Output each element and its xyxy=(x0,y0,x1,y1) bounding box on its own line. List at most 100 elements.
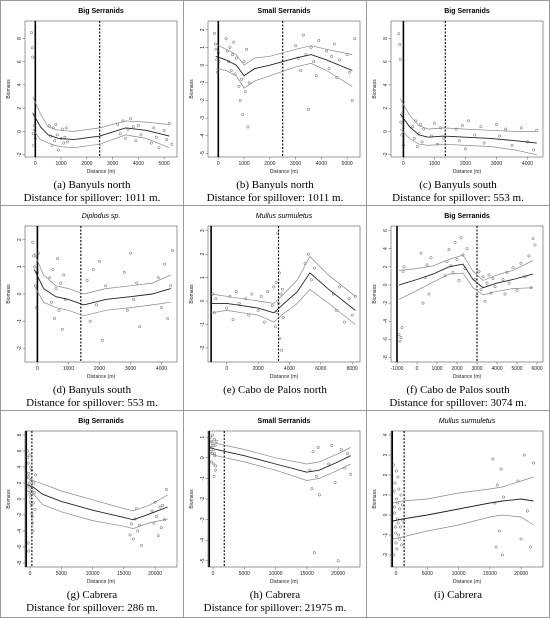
data-point xyxy=(425,263,429,267)
caption-label: (b) Banyuls north xyxy=(236,179,314,191)
data-point xyxy=(525,509,529,513)
y-tick-label: 6 xyxy=(383,229,389,232)
upper-ci-line xyxy=(215,43,353,66)
data-point xyxy=(48,124,51,128)
chart-title: Mullus surmuletus xyxy=(256,213,313,220)
data-point xyxy=(398,537,401,541)
x-tick-label: 3000 xyxy=(491,161,502,167)
data-point xyxy=(35,306,38,310)
data-point xyxy=(85,278,89,282)
data-point xyxy=(399,120,403,124)
data-point xyxy=(397,32,401,36)
plot-frame xyxy=(207,225,361,363)
y-tick-label: -8 xyxy=(17,561,23,566)
caption-label: (c) Banyuls south xyxy=(419,179,497,191)
data-point xyxy=(498,134,501,138)
data-point xyxy=(234,56,238,60)
data-point xyxy=(231,318,235,322)
x-tick-label: 20000 xyxy=(331,571,345,577)
y-tick-label: 0 xyxy=(17,292,23,295)
caption: (c) Banyuls south Distance for spillover… xyxy=(367,179,549,205)
data-point xyxy=(26,455,30,459)
data-point xyxy=(272,285,276,289)
data-point xyxy=(457,139,461,143)
data-point xyxy=(31,132,35,136)
grid-border xyxy=(0,0,550,1)
lower-ci-line xyxy=(211,288,356,325)
data-point xyxy=(396,475,400,479)
data-point xyxy=(317,493,321,497)
data-point xyxy=(91,268,95,271)
y-tick-label: 6 xyxy=(383,60,389,63)
data-point xyxy=(422,127,425,131)
data-point xyxy=(59,281,63,285)
data-point xyxy=(522,453,526,457)
data-point xyxy=(276,231,280,235)
x-tick-label: 5000 xyxy=(342,161,353,167)
caption: (f) Cabo de Palos south Distance for spi… xyxy=(367,384,549,410)
data-point xyxy=(312,60,316,64)
y-axis-label: Biomass xyxy=(6,284,12,304)
y-tick-label: 0 xyxy=(383,283,389,286)
data-point xyxy=(124,136,127,140)
data-point xyxy=(460,124,464,128)
caption-label: (f) Cabo de Palos south xyxy=(406,384,510,396)
y-tick-label: -2 xyxy=(17,346,23,351)
data-point xyxy=(169,284,173,288)
caption: (e) Cabo de Palos north xyxy=(184,384,366,397)
chart-f: Big Serranids -1000 0 1000 2000 3000 4000 5000 6… xyxy=(372,213,544,380)
grid-divider xyxy=(366,0,367,618)
y-tick-label: -2 xyxy=(383,152,389,157)
data-point xyxy=(209,435,212,439)
data-point xyxy=(309,46,313,49)
data-point xyxy=(256,308,260,312)
data-point xyxy=(330,54,334,58)
fit-line xyxy=(211,272,356,314)
data-point xyxy=(27,481,31,485)
data-point xyxy=(429,256,433,260)
caption-label: (d) Banyuls south xyxy=(52,384,132,396)
data-point xyxy=(88,319,92,323)
y-tick-label: 8 xyxy=(383,37,389,40)
panel-e: Mullus surmuletus 0 2000 4000 6000 8000 -2 -1 0 1… xyxy=(184,206,366,410)
chart-a: Big Serranids 0 1000 2000 3000 4000 5000 -2 0 2 4 6… xyxy=(6,8,178,175)
y-tick-label: -6 xyxy=(17,545,23,550)
data-point xyxy=(242,60,246,64)
chart-title: Big Serranids xyxy=(444,213,490,220)
data-point xyxy=(277,301,280,305)
upper-ci-line xyxy=(392,476,534,504)
data-point xyxy=(31,55,35,59)
x-tick-label: 1000 xyxy=(431,366,442,372)
y-axis-label: Biomass xyxy=(189,79,195,99)
data-point xyxy=(400,133,404,137)
x-axis-label: Distance (m) xyxy=(270,169,299,175)
y-tick-label: 0 xyxy=(200,64,206,67)
data-point xyxy=(401,519,405,523)
data-point xyxy=(519,537,523,541)
data-point xyxy=(398,339,402,343)
caption-label: (g) Cabrera xyxy=(66,589,118,601)
data-point xyxy=(51,268,55,271)
grid-divider xyxy=(0,410,550,411)
y-tick-label: -1 xyxy=(200,476,206,481)
data-point xyxy=(101,338,104,342)
lower-ci-line xyxy=(33,285,171,317)
data-point xyxy=(503,292,507,296)
data-point xyxy=(213,42,217,46)
y-tick-label: 2 xyxy=(17,238,23,241)
y-tick-label: 0 xyxy=(200,299,206,302)
data-point xyxy=(392,463,395,467)
data-point xyxy=(313,266,316,270)
data-point xyxy=(495,483,499,487)
x-tick-label: 5000 xyxy=(56,571,67,577)
data-point xyxy=(57,308,61,312)
data-point xyxy=(214,468,217,472)
data-point xyxy=(62,141,66,145)
data-point xyxy=(421,301,425,305)
data-point xyxy=(165,138,169,141)
data-point xyxy=(510,143,514,147)
y-axis-label: Biomass xyxy=(189,489,195,509)
x-tick-label: 3000 xyxy=(471,366,482,372)
data-point xyxy=(401,269,405,273)
data-point xyxy=(402,265,406,269)
